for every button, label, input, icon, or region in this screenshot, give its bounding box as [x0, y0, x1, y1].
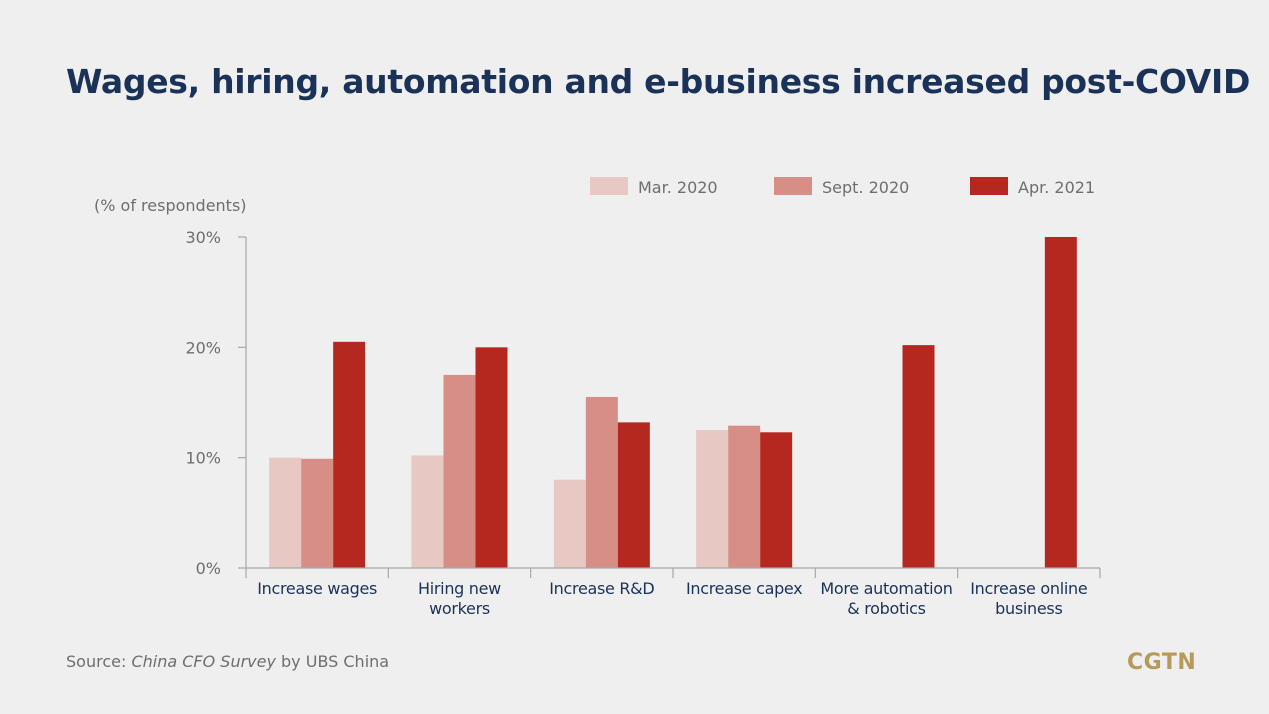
bars [269, 237, 1077, 568]
bar [728, 425, 761, 568]
bar [301, 458, 334, 568]
legend-swatch [774, 177, 812, 195]
x-category-label: Hiring new [418, 579, 501, 598]
bar [617, 422, 650, 568]
bar [1044, 237, 1077, 568]
legend-swatch [970, 177, 1008, 195]
bar [411, 455, 444, 568]
chart-title: Wages, hiring, automation and e-business… [66, 62, 1251, 101]
x-category-label: & robotics [847, 599, 925, 618]
bar [333, 341, 366, 568]
legend: Mar. 2020 Sept. 2020 Apr. 2021 [590, 177, 1095, 197]
bar [902, 345, 935, 568]
bar [269, 457, 302, 568]
source-suffix: by UBS China [275, 652, 390, 671]
y-axis-label: (% of respondents) [94, 196, 247, 215]
legend-label: Apr. 2021 [1018, 178, 1095, 197]
bar [585, 396, 618, 568]
x-category-label: business [995, 599, 1062, 618]
cgtn-logo: CGTN [1127, 650, 1197, 675]
bar [475, 347, 508, 568]
y-tick-label: 20% [185, 338, 221, 357]
x-category-label: workers [429, 599, 490, 618]
x-category-label: More automation [820, 579, 952, 598]
y-axis: 0% 10% 20% 30% [185, 228, 247, 578]
x-category-label: Increase capex [686, 579, 802, 598]
x-category-label: Increase wages [257, 579, 377, 598]
source-note: Source: China CFO Survey by UBS China [66, 652, 389, 671]
source-prefix: Source: [66, 652, 132, 671]
legend-swatch [590, 177, 628, 195]
y-tick-label: 30% [185, 228, 221, 247]
legend-label: Sept. 2020 [822, 178, 909, 197]
y-tick-label: 10% [185, 449, 221, 468]
bar [760, 432, 793, 568]
x-category-label: Increase R&D [549, 579, 654, 598]
source-publication: China CFO Survey [131, 652, 276, 671]
x-category-label: Increase online [970, 579, 1087, 598]
bar [553, 479, 586, 568]
legend-label: Mar. 2020 [638, 178, 718, 197]
bar [696, 430, 729, 568]
y-tick-label: 0% [196, 559, 221, 578]
bar [443, 374, 476, 568]
